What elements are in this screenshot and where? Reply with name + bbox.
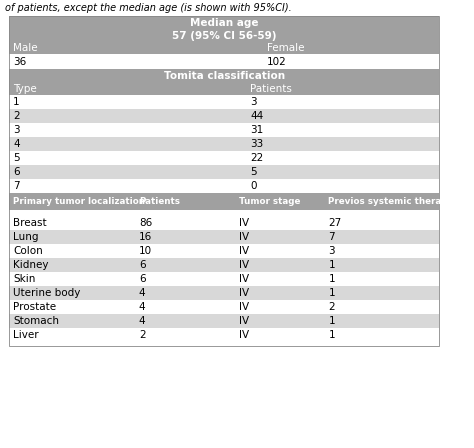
Text: 27: 27 (328, 218, 342, 228)
Text: IV: IV (239, 218, 249, 228)
Text: IV: IV (239, 302, 249, 312)
Bar (9, 314, 439, 328)
Bar (9, 137, 439, 151)
Bar (9, 342, 439, 346)
Bar (9, 82, 439, 95)
Bar (9, 54, 439, 69)
Text: 31: 31 (250, 125, 264, 135)
Text: 86: 86 (139, 218, 152, 228)
Text: IV: IV (239, 246, 249, 256)
Text: 1: 1 (328, 260, 335, 270)
Text: 3: 3 (250, 97, 257, 107)
Bar (9, 16, 439, 346)
Text: 7: 7 (13, 181, 20, 191)
Text: Median age: Median age (190, 17, 258, 27)
Text: 6: 6 (13, 167, 20, 177)
Text: 10: 10 (139, 246, 152, 256)
Bar (9, 16, 439, 29)
Bar (9, 244, 439, 258)
Bar (9, 179, 439, 193)
Text: Male: Male (13, 43, 38, 53)
Text: Patients: Patients (250, 83, 292, 94)
Text: IV: IV (239, 330, 249, 340)
Text: 3: 3 (328, 246, 335, 256)
Bar (9, 193, 439, 210)
Text: 5: 5 (250, 167, 257, 177)
Text: Colon: Colon (13, 246, 43, 256)
Bar (9, 272, 439, 286)
Bar (9, 328, 439, 342)
Text: 36: 36 (13, 56, 27, 66)
Text: Patients: Patients (139, 197, 180, 206)
Text: 4: 4 (139, 316, 146, 326)
Text: 1: 1 (328, 330, 335, 340)
Text: 22: 22 (250, 153, 264, 163)
Text: Tomita classification: Tomita classification (164, 70, 285, 81)
Text: 102: 102 (267, 56, 287, 66)
Bar (9, 109, 439, 123)
Text: 4: 4 (139, 302, 146, 312)
Bar (9, 29, 439, 42)
Bar (9, 123, 439, 137)
Text: IV: IV (239, 232, 249, 242)
Text: 7: 7 (328, 232, 335, 242)
Text: 33: 33 (250, 139, 264, 149)
Bar (9, 230, 439, 244)
Text: 5: 5 (13, 153, 20, 163)
Text: Previos systemic therapy: Previos systemic therapy (328, 197, 454, 206)
Text: 44: 44 (250, 111, 264, 121)
Text: 4: 4 (13, 139, 20, 149)
Text: 3: 3 (13, 125, 20, 135)
Bar (9, 42, 439, 54)
Text: 2: 2 (139, 330, 146, 340)
Text: 4: 4 (139, 288, 146, 298)
Bar (9, 216, 439, 230)
Text: Female: Female (267, 43, 305, 53)
Bar (9, 210, 439, 216)
Text: IV: IV (239, 274, 249, 284)
Text: Primary tumor localization: Primary tumor localization (13, 197, 145, 206)
Text: Stomach: Stomach (13, 316, 59, 326)
Text: 16: 16 (139, 232, 152, 242)
Text: 0: 0 (250, 181, 256, 191)
Text: 1: 1 (328, 316, 335, 326)
Text: 1: 1 (328, 274, 335, 284)
Bar (9, 69, 439, 82)
Text: Prostate: Prostate (13, 302, 56, 312)
Bar (9, 165, 439, 179)
Text: IV: IV (239, 316, 249, 326)
Text: of patients, except the median age (is shown with 95%CI).: of patients, except the median age (is s… (5, 3, 292, 13)
Bar (9, 286, 439, 300)
Text: Tumor stage: Tumor stage (239, 197, 301, 206)
Text: Lung: Lung (13, 232, 39, 242)
Bar (9, 300, 439, 314)
Text: 2: 2 (328, 302, 335, 312)
Text: 1: 1 (13, 97, 20, 107)
Text: 2: 2 (13, 111, 20, 121)
Text: Breast: Breast (13, 218, 47, 228)
Text: Uterine body: Uterine body (13, 288, 81, 298)
Text: 6: 6 (139, 274, 146, 284)
Text: Skin: Skin (13, 274, 36, 284)
Text: Kidney: Kidney (13, 260, 49, 270)
Bar (9, 95, 439, 109)
Bar (9, 258, 439, 272)
Text: IV: IV (239, 288, 249, 298)
Text: 1: 1 (328, 288, 335, 298)
Text: IV: IV (239, 260, 249, 270)
Text: 6: 6 (139, 260, 146, 270)
Text: Liver: Liver (13, 330, 39, 340)
Text: Type: Type (13, 83, 37, 94)
Text: 57 (95% CI 56-59): 57 (95% CI 56-59) (172, 30, 276, 40)
Bar (9, 151, 439, 165)
